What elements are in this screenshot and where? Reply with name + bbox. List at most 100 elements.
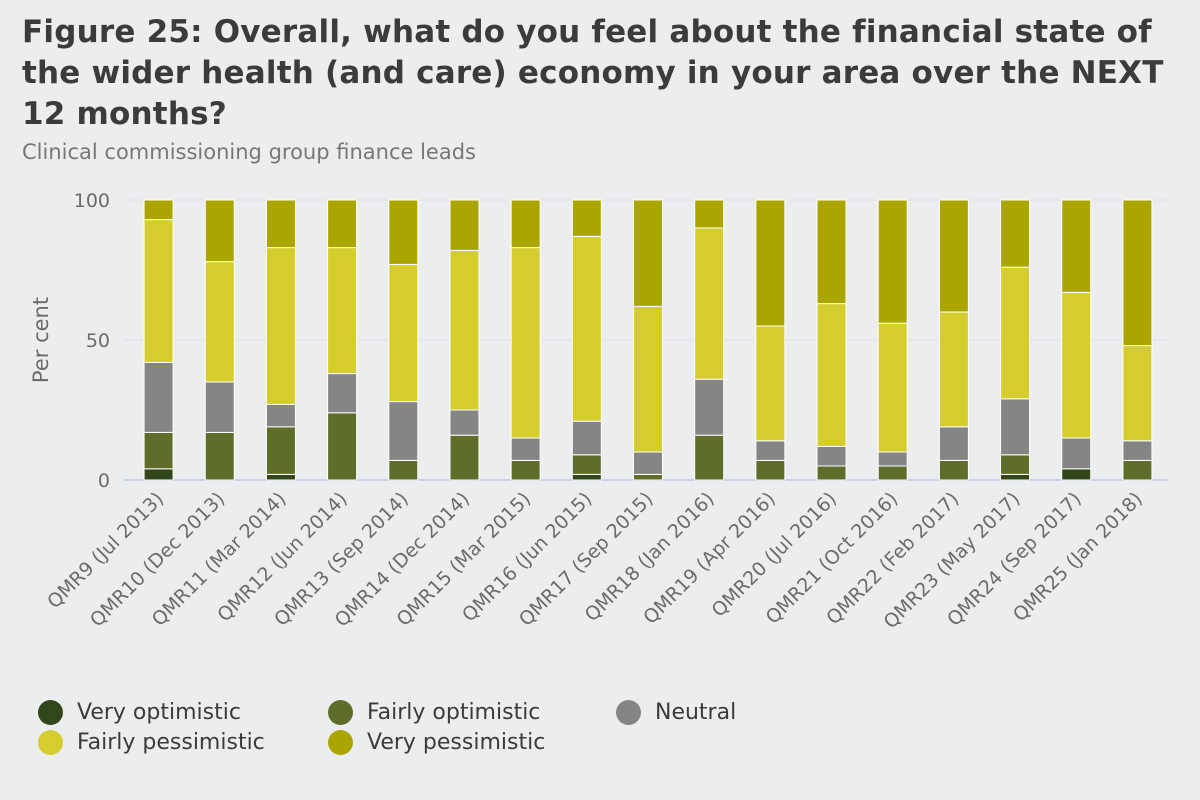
- bar-segment[interactable]: [816, 199, 847, 305]
- legend-swatch: [38, 700, 63, 725]
- bar-segment[interactable]: [938, 459, 969, 481]
- bar-segment[interactable]: [204, 199, 235, 263]
- bar-segment[interactable]: [877, 465, 908, 481]
- bar-segment[interactable]: [388, 459, 419, 481]
- bar-segment[interactable]: [449, 199, 480, 251]
- bar-segment[interactable]: [327, 412, 358, 481]
- bar-segment[interactable]: [571, 473, 602, 481]
- bar-segment[interactable]: [877, 322, 908, 453]
- bar-segment[interactable]: [265, 247, 296, 405]
- legend-label: Fairly pessimistic: [77, 730, 265, 755]
- bar-stack: [1000, 199, 1031, 481]
- bar-segment[interactable]: [265, 426, 296, 475]
- bar-segment[interactable]: [1122, 459, 1153, 481]
- bar-stack: [449, 199, 480, 481]
- legend-item[interactable]: Very optimistic: [38, 700, 241, 725]
- bar-segment[interactable]: [755, 199, 786, 327]
- bar-segment[interactable]: [204, 431, 235, 481]
- bar-segment[interactable]: [265, 199, 296, 249]
- legend-item[interactable]: Fairly pessimistic: [38, 730, 265, 755]
- bar-segment[interactable]: [571, 199, 602, 237]
- bar-stack: [143, 199, 174, 481]
- bar-segment[interactable]: [633, 473, 663, 481]
- bar-segment[interactable]: [510, 459, 541, 481]
- bar-segment[interactable]: [143, 199, 174, 221]
- bar-segment[interactable]: [755, 459, 786, 481]
- bar-segment[interactable]: [265, 473, 296, 481]
- bar-segment[interactable]: [449, 409, 480, 436]
- x-axis-ticks: QMR9 (Jul 2013)QMR10 (Dec 2013)QMR11 (Ma…: [43, 488, 1147, 633]
- bar-segment[interactable]: [1000, 266, 1031, 400]
- bar-segment[interactable]: [571, 420, 602, 456]
- bar-segment[interactable]: [143, 431, 174, 470]
- bar-segment[interactable]: [327, 199, 358, 249]
- bar-segment[interactable]: [1122, 440, 1153, 461]
- bar-segment[interactable]: [694, 227, 725, 380]
- bar-segment[interactable]: [694, 199, 725, 229]
- bar-segment[interactable]: [510, 437, 541, 461]
- y-tick-label: 100: [74, 190, 110, 212]
- bar-segment[interactable]: [755, 325, 786, 442]
- bar-stack: [1122, 199, 1153, 481]
- bar-segment[interactable]: [633, 199, 663, 307]
- bar-segment[interactable]: [204, 261, 235, 383]
- bar-segment[interactable]: [633, 451, 663, 475]
- bar-segment[interactable]: [327, 247, 358, 375]
- bar-segment[interactable]: [204, 381, 235, 433]
- bars: [143, 199, 1153, 481]
- bar-segment[interactable]: [938, 199, 969, 313]
- bar-stack: [388, 199, 419, 481]
- bar-segment[interactable]: [449, 249, 480, 411]
- bar-segment[interactable]: [143, 219, 174, 363]
- bar-segment[interactable]: [265, 403, 296, 428]
- bar-stack: [755, 199, 786, 481]
- y-axis-title: Per cent: [29, 297, 53, 383]
- y-tick-label: 50: [86, 330, 110, 352]
- bar-segment[interactable]: [571, 454, 602, 475]
- x-tick-label: QMR9 (Jul 2013): [43, 488, 168, 613]
- bar-stack: [1061, 199, 1092, 481]
- bar-segment[interactable]: [143, 468, 174, 481]
- bar-segment[interactable]: [388, 199, 419, 265]
- y-tick-label: 0: [98, 470, 110, 492]
- bar-segment[interactable]: [816, 445, 847, 467]
- legend-item[interactable]: Very pessimistic: [328, 730, 545, 755]
- bar-segment[interactable]: [694, 434, 725, 481]
- bar-segment[interactable]: [327, 373, 358, 414]
- bar-segment[interactable]: [1061, 291, 1092, 439]
- bar-stack: [571, 199, 602, 481]
- bar-segment[interactable]: [1000, 454, 1031, 475]
- bar-segment[interactable]: [449, 434, 480, 481]
- bar-segment[interactable]: [938, 311, 969, 428]
- bar-segment[interactable]: [388, 401, 419, 461]
- legend-label: Very optimistic: [77, 700, 241, 725]
- bar-segment[interactable]: [694, 378, 725, 436]
- bar-segment[interactable]: [1122, 199, 1153, 347]
- bar-segment[interactable]: [877, 451, 908, 467]
- legend-item[interactable]: Neutral: [616, 700, 736, 725]
- bar-segment[interactable]: [877, 199, 908, 324]
- bar-segment[interactable]: [1061, 468, 1092, 481]
- bar-segment[interactable]: [571, 235, 602, 422]
- bar-segment[interactable]: [510, 247, 541, 439]
- bar-segment[interactable]: [143, 361, 174, 433]
- bar-segment[interactable]: [755, 440, 786, 461]
- bar-segment[interactable]: [1000, 398, 1031, 456]
- bar-segment[interactable]: [816, 465, 847, 481]
- bar-segment[interactable]: [1122, 345, 1153, 442]
- legend-item[interactable]: Fairly optimistic: [328, 700, 540, 725]
- bar-segment[interactable]: [1061, 199, 1092, 293]
- stacked-bar-chart: 0 50 100 QMR9 (Jul 2013)QMR10 (Dec 2013)QM…: [29, 190, 1168, 633]
- bar-segment[interactable]: [388, 263, 419, 403]
- bar-stack: [938, 199, 969, 481]
- bar-segment[interactable]: [510, 199, 541, 249]
- bar-segment[interactable]: [1000, 473, 1031, 481]
- legend-swatch: [616, 700, 641, 725]
- bar-stack: [633, 199, 663, 481]
- bar-segment[interactable]: [633, 305, 663, 453]
- bar-segment[interactable]: [1061, 437, 1092, 470]
- bar-segment[interactable]: [1000, 199, 1031, 268]
- bar-segment[interactable]: [938, 426, 969, 461]
- legend-swatch: [38, 730, 63, 755]
- bar-segment[interactable]: [816, 303, 847, 447]
